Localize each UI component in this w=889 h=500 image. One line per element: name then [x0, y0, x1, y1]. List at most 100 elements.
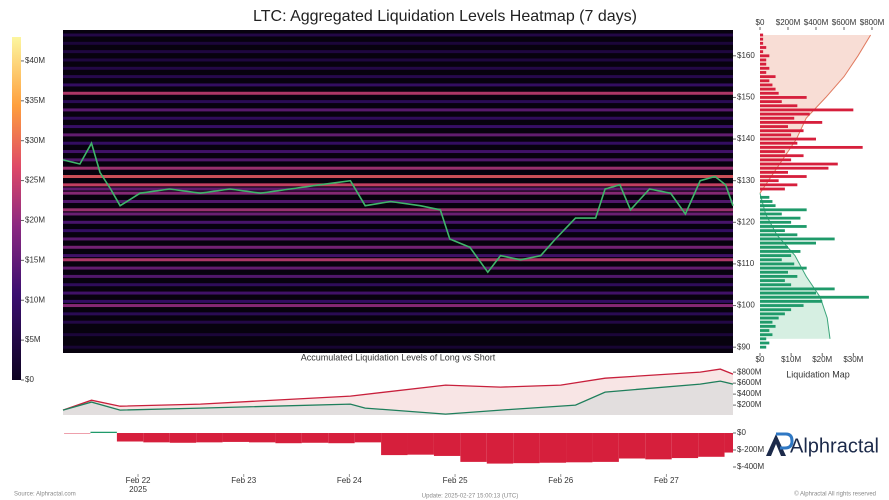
liquidation-bar — [760, 237, 835, 241]
bar — [618, 433, 646, 459]
series-line — [62, 380, 734, 415]
liquidation-level — [63, 254, 733, 258]
liquidation-level — [63, 83, 733, 87]
liquidation-bar — [760, 41, 764, 45]
liquidation-bar — [760, 133, 792, 137]
liquidation-bar — [760, 320, 773, 324]
liquidation-bar — [760, 183, 798, 187]
liquidation-level — [63, 283, 733, 287]
x-tick-label: Feb 27 — [654, 476, 679, 485]
y-tick-label: $130 — [737, 176, 755, 185]
colorbar-tick-label: $10M — [25, 295, 45, 304]
liquidation-bar — [760, 212, 782, 216]
x-tick-label: Feb 26 — [548, 476, 573, 485]
liquidation-level — [63, 199, 733, 203]
liquidation-bar — [760, 262, 795, 266]
liquidation-bar — [760, 341, 770, 345]
x-tick-label: $0 — [756, 355, 765, 364]
chart-title: LTC: Aggregated Liquidation Levels Heatm… — [253, 8, 637, 25]
liquidation-level — [63, 245, 733, 249]
liquidation-bar — [760, 33, 764, 37]
liquidation-bar — [760, 250, 801, 253]
liquidation-level — [63, 58, 733, 62]
liquidation-bar — [760, 208, 807, 212]
x-tick-label: Feb 24 — [337, 476, 362, 485]
liquidation-bar — [760, 108, 854, 112]
bar — [407, 433, 434, 455]
liquidation-level — [63, 208, 733, 212]
liquidation-bar — [760, 116, 795, 120]
liquidation-bar — [760, 220, 792, 224]
liquidation-bar — [760, 79, 770, 83]
liquidation-bar — [760, 216, 801, 220]
liquidation-level — [63, 166, 733, 170]
bar — [539, 433, 567, 463]
bar — [90, 431, 117, 434]
colorbar-tick-label: $30M — [25, 136, 45, 145]
bar — [645, 433, 672, 460]
liquidation-bar — [760, 299, 823, 303]
series-line — [62, 368, 734, 411]
x-tick-label: $30M — [843, 355, 863, 364]
liquidation-bar — [760, 75, 776, 79]
liquidation-bar — [760, 245, 788, 249]
liquidation-bar — [760, 337, 767, 341]
liquidation-level — [63, 237, 733, 241]
liquidation-level — [63, 125, 733, 129]
liquidation-level — [63, 50, 733, 54]
liquidation-level — [63, 312, 733, 316]
liquidation-level — [63, 33, 733, 37]
liquidation-bar — [760, 316, 779, 320]
x-tick-label: $20M — [812, 355, 832, 364]
cumulative-line — [759, 34, 872, 194]
x2-tick-label: $200M — [776, 18, 801, 27]
liquidation-bar — [760, 46, 767, 49]
liquidation-bar — [760, 233, 798, 237]
y-tick-label: $400M — [737, 389, 762, 398]
liquidation-bar — [760, 200, 773, 203]
liquidation-level — [63, 141, 733, 145]
liquidation-level — [63, 75, 733, 79]
liquidation-level — [63, 299, 733, 303]
liquidation-level — [63, 333, 733, 337]
bar — [592, 433, 619, 462]
liquidation-bar — [760, 150, 785, 153]
liquidation-bar — [760, 229, 785, 233]
bar — [486, 433, 514, 464]
bar — [513, 433, 540, 464]
y-tick-label: $0 — [737, 428, 746, 437]
liquidation-bar — [760, 324, 776, 328]
liquidation-level — [63, 91, 733, 95]
copyright: © Alphractal All rights reserved — [794, 491, 876, 498]
liquidation-bar — [760, 162, 838, 166]
liquidation-bar — [760, 112, 810, 116]
liquidation-level — [63, 187, 733, 191]
y-tick-label: $110 — [737, 259, 755, 268]
x-year-label: 2025 — [129, 485, 147, 494]
colorbar-tick-label: $25M — [25, 176, 45, 185]
update-time: Update: 2025-02-27 15:00:13 (UTC) — [422, 494, 518, 500]
liquidation-level — [63, 191, 733, 195]
colorbar-tick-label: $35M — [25, 96, 45, 105]
x-tick-label: Feb 23 — [231, 476, 256, 485]
series-area — [63, 381, 733, 415]
bar — [169, 433, 197, 443]
liquidation-level — [63, 304, 733, 308]
liquidation-bar — [760, 187, 785, 191]
logo-icon — [766, 432, 794, 456]
bar — [143, 433, 170, 443]
y-tick-label: $140 — [737, 134, 755, 143]
x-tick-label: $10M — [781, 355, 801, 364]
liquidation-bar — [760, 83, 773, 87]
liquidation-level — [63, 266, 733, 270]
liquidation-bar — [760, 58, 767, 62]
bar — [301, 433, 329, 443]
liquidation-bar — [760, 129, 804, 133]
bar — [116, 433, 144, 442]
bar — [222, 433, 249, 442]
liquidation-bar — [760, 54, 770, 58]
bar — [724, 433, 733, 453]
liquidation-level — [63, 175, 733, 179]
liquidation-level — [63, 100, 733, 104]
liquidation-bar — [760, 71, 767, 74]
